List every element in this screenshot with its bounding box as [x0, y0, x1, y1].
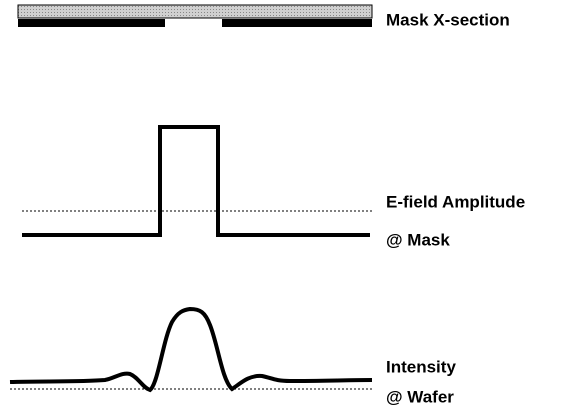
mask-substrate — [17, 4, 373, 19]
mask-label: Mask X-section — [386, 10, 510, 29]
mask-chrome-right — [222, 19, 372, 27]
efield-curve — [22, 125, 370, 237]
efield-label: @ Mask — [386, 230, 450, 249]
intensity-label: Intensity — [386, 357, 456, 376]
intensity-curve — [9, 306, 373, 393]
mask-chrome-left — [18, 19, 165, 27]
efield-label: E-field Amplitude — [386, 192, 525, 211]
intensity-label: @ Wafer — [386, 387, 454, 406]
